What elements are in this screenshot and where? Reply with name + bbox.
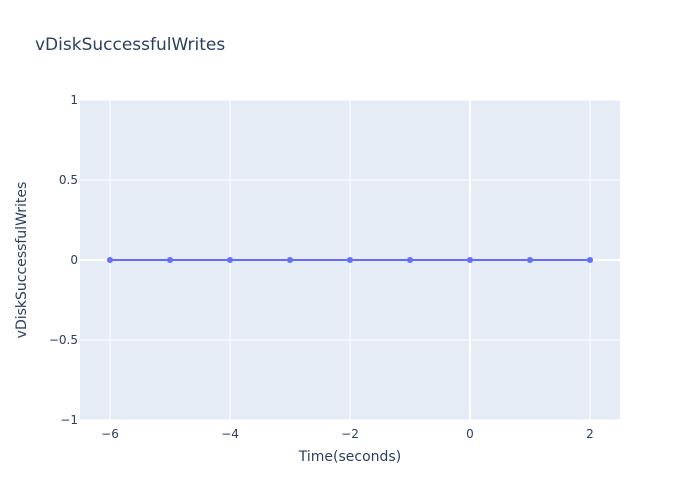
x-tick-label: −6 xyxy=(101,427,119,441)
data-point xyxy=(167,257,173,263)
y-tick-labels: −1 −0.5 0 0.5 1 xyxy=(49,93,78,427)
data-point xyxy=(347,257,353,263)
x-tick-label: −2 xyxy=(341,427,359,441)
data-point xyxy=(227,257,233,263)
x-tick-labels: −6 −4 −2 0 2 xyxy=(101,427,594,441)
chart-title: vDiskSuccessfulWrites xyxy=(35,35,225,55)
y-tick-label: −0.5 xyxy=(49,333,78,347)
x-tick-label: 2 xyxy=(586,427,594,441)
data-point xyxy=(467,257,473,263)
data-point xyxy=(587,257,593,263)
y-tick-label: 0 xyxy=(70,253,78,267)
y-tick-label: −1 xyxy=(60,413,78,427)
data-point xyxy=(527,257,533,263)
y-axis-title: vDiskSuccessfulWrites xyxy=(14,182,30,339)
data-point xyxy=(107,257,113,263)
y-tick-label: 0.5 xyxy=(59,173,78,187)
y-tick-label: 1 xyxy=(70,93,78,107)
x-tick-label: 0 xyxy=(466,427,474,441)
x-axis-title: Time(seconds) xyxy=(298,449,401,465)
data-point xyxy=(407,257,413,263)
data-point xyxy=(287,257,293,263)
series xyxy=(107,257,593,263)
x-tick-label: −4 xyxy=(221,427,239,441)
